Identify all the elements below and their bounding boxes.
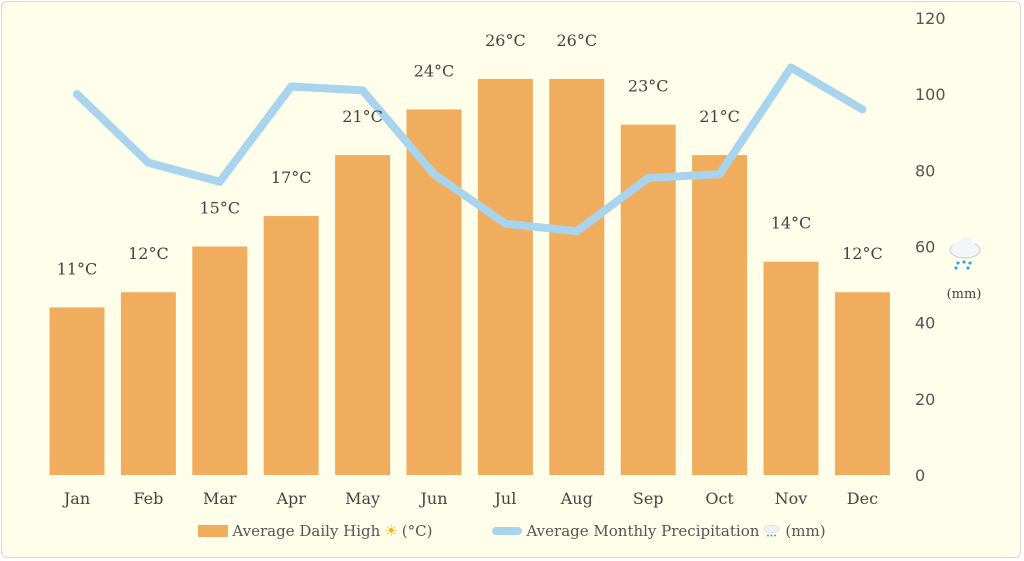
rain-cloud-icon xyxy=(949,237,981,270)
data-label: 24°C xyxy=(414,61,455,80)
data-label: 26°C xyxy=(485,31,526,50)
legend-item-precipitation[interactable]: Average Monthly Precipitation (mm) xyxy=(492,522,826,540)
bar xyxy=(263,216,319,476)
x-tick-label: Jul xyxy=(492,489,516,508)
bar xyxy=(335,155,391,475)
x-tick-label: Oct xyxy=(705,489,734,508)
sun-icon: ☀ xyxy=(384,522,398,540)
data-label: 26°C xyxy=(556,31,597,50)
data-label: 12°C xyxy=(842,244,883,263)
bar xyxy=(120,292,176,475)
legend-unit: (°C) xyxy=(401,522,433,540)
data-label: 21°C xyxy=(699,107,740,126)
data-label: 15°C xyxy=(199,199,240,218)
legend-label: Average Daily High xyxy=(232,522,381,540)
y-tick-label: 120 xyxy=(915,9,946,28)
bar xyxy=(477,78,533,475)
legend-item-temperature[interactable]: Average Daily High ☀ (°C) xyxy=(198,522,432,540)
x-tick-label: Nov xyxy=(775,489,808,508)
precipitation-line xyxy=(73,63,867,236)
x-tick-label: Mar xyxy=(203,489,237,508)
bar xyxy=(49,307,105,475)
bar xyxy=(549,78,605,475)
x-tick-label: Apr xyxy=(275,489,306,508)
data-label: 21°C xyxy=(342,107,383,126)
y-right-unit-label: (mm) xyxy=(947,287,982,302)
data-label: 12°C xyxy=(128,244,169,263)
bar xyxy=(620,124,676,475)
rain-cloud-icon xyxy=(764,524,780,537)
x-tick-label: Jun xyxy=(418,489,447,508)
legend-label: Average Monthly Precipitation xyxy=(526,522,760,540)
bar xyxy=(192,246,248,475)
bar xyxy=(692,155,748,475)
legend-unit: (mm) xyxy=(785,522,826,540)
legend-swatch-bar xyxy=(198,525,229,537)
y-tick-label: 40 xyxy=(915,314,935,333)
bar xyxy=(763,261,819,475)
data-label: 11°C xyxy=(57,259,98,278)
x-tick-label: Aug xyxy=(560,489,593,508)
bar xyxy=(406,109,462,476)
bar xyxy=(834,292,890,475)
x-tick-label: Sep xyxy=(633,489,664,508)
x-tick-label: Feb xyxy=(133,489,163,508)
y-tick-label: 80 xyxy=(915,161,935,180)
legend-swatch-line xyxy=(492,527,523,535)
x-tick-label: Dec xyxy=(847,489,878,508)
y-tick-label: 20 xyxy=(915,390,935,409)
y-tick-label: 0 xyxy=(915,466,925,485)
data-label: 14°C xyxy=(771,214,812,233)
x-tick-label: Jan xyxy=(62,489,90,508)
x-tick-label: May xyxy=(345,489,380,508)
data-label: 17°C xyxy=(271,168,312,187)
y-tick-label: 100 xyxy=(915,85,946,104)
data-label: 23°C xyxy=(628,77,669,96)
y-tick-label: 60 xyxy=(915,238,935,257)
legend: Average Daily High ☀ (°C) Average Monthl… xyxy=(0,522,1024,540)
